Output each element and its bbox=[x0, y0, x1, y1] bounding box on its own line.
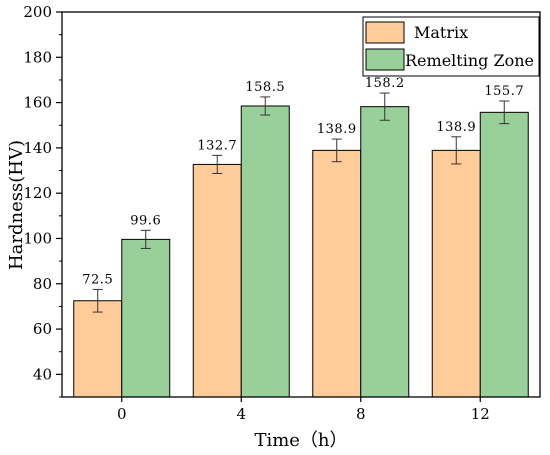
bar-matrix bbox=[73, 300, 123, 398]
data-label: 138.9 bbox=[317, 122, 357, 137]
bar-matrix bbox=[312, 149, 362, 398]
y-tick-label: 80 bbox=[33, 275, 52, 293]
legend: Matrix Remelting Zone bbox=[362, 16, 540, 77]
bar-remelting-zone bbox=[479, 111, 529, 398]
data-label: 138.9 bbox=[436, 120, 476, 135]
data-label: 99.6 bbox=[130, 213, 161, 228]
y-axis-title: Hardness(HV) bbox=[6, 140, 27, 270]
x-axis-title: Time（h） bbox=[254, 430, 347, 451]
y-axis-ticks: 40 60 80 100 120 140 160 180 200 bbox=[23, 3, 62, 398]
plot-bars bbox=[73, 92, 529, 398]
data-label: 132.7 bbox=[197, 138, 237, 153]
y-tick-label: 200 bbox=[23, 3, 52, 21]
y-tick-label: 160 bbox=[23, 94, 52, 112]
x-tick-label: 0 bbox=[117, 405, 127, 423]
legend-label-remelting-zone: Remelting Zone bbox=[405, 51, 534, 70]
data-label: 158.2 bbox=[365, 76, 405, 91]
bar-remelting-zone bbox=[121, 238, 171, 398]
legend-swatch-matrix bbox=[365, 21, 405, 44]
data-labels: 72.5 99.6 132.7 158.5 138.9 158.2 138.9 155.7 bbox=[82, 76, 524, 287]
x-tick-label: 4 bbox=[236, 405, 246, 423]
x-tick-label: 8 bbox=[356, 405, 366, 423]
plot-frame bbox=[61, 11, 541, 398]
y-tick-label: 40 bbox=[33, 365, 52, 383]
data-label: 158.5 bbox=[245, 80, 285, 95]
y-tick-label: 100 bbox=[23, 229, 52, 247]
data-label: 155.7 bbox=[484, 84, 524, 99]
bar-remelting-zone bbox=[360, 106, 410, 398]
bar-matrix bbox=[192, 163, 242, 398]
y-tick-label: 180 bbox=[23, 48, 52, 66]
legend-label-matrix: Matrix bbox=[414, 23, 468, 42]
legend-swatch-remelting-zone bbox=[365, 48, 405, 71]
y-tick-label: 60 bbox=[33, 320, 52, 338]
x-axis-ticks: 0 4 8 12 bbox=[117, 397, 490, 423]
x-tick-label: 12 bbox=[471, 405, 490, 423]
y-tick-label: 120 bbox=[23, 184, 52, 202]
bar-remelting-zone bbox=[240, 105, 290, 398]
data-label: 72.5 bbox=[82, 272, 113, 287]
bar-matrix bbox=[431, 149, 481, 398]
y-tick-label: 140 bbox=[23, 139, 52, 157]
